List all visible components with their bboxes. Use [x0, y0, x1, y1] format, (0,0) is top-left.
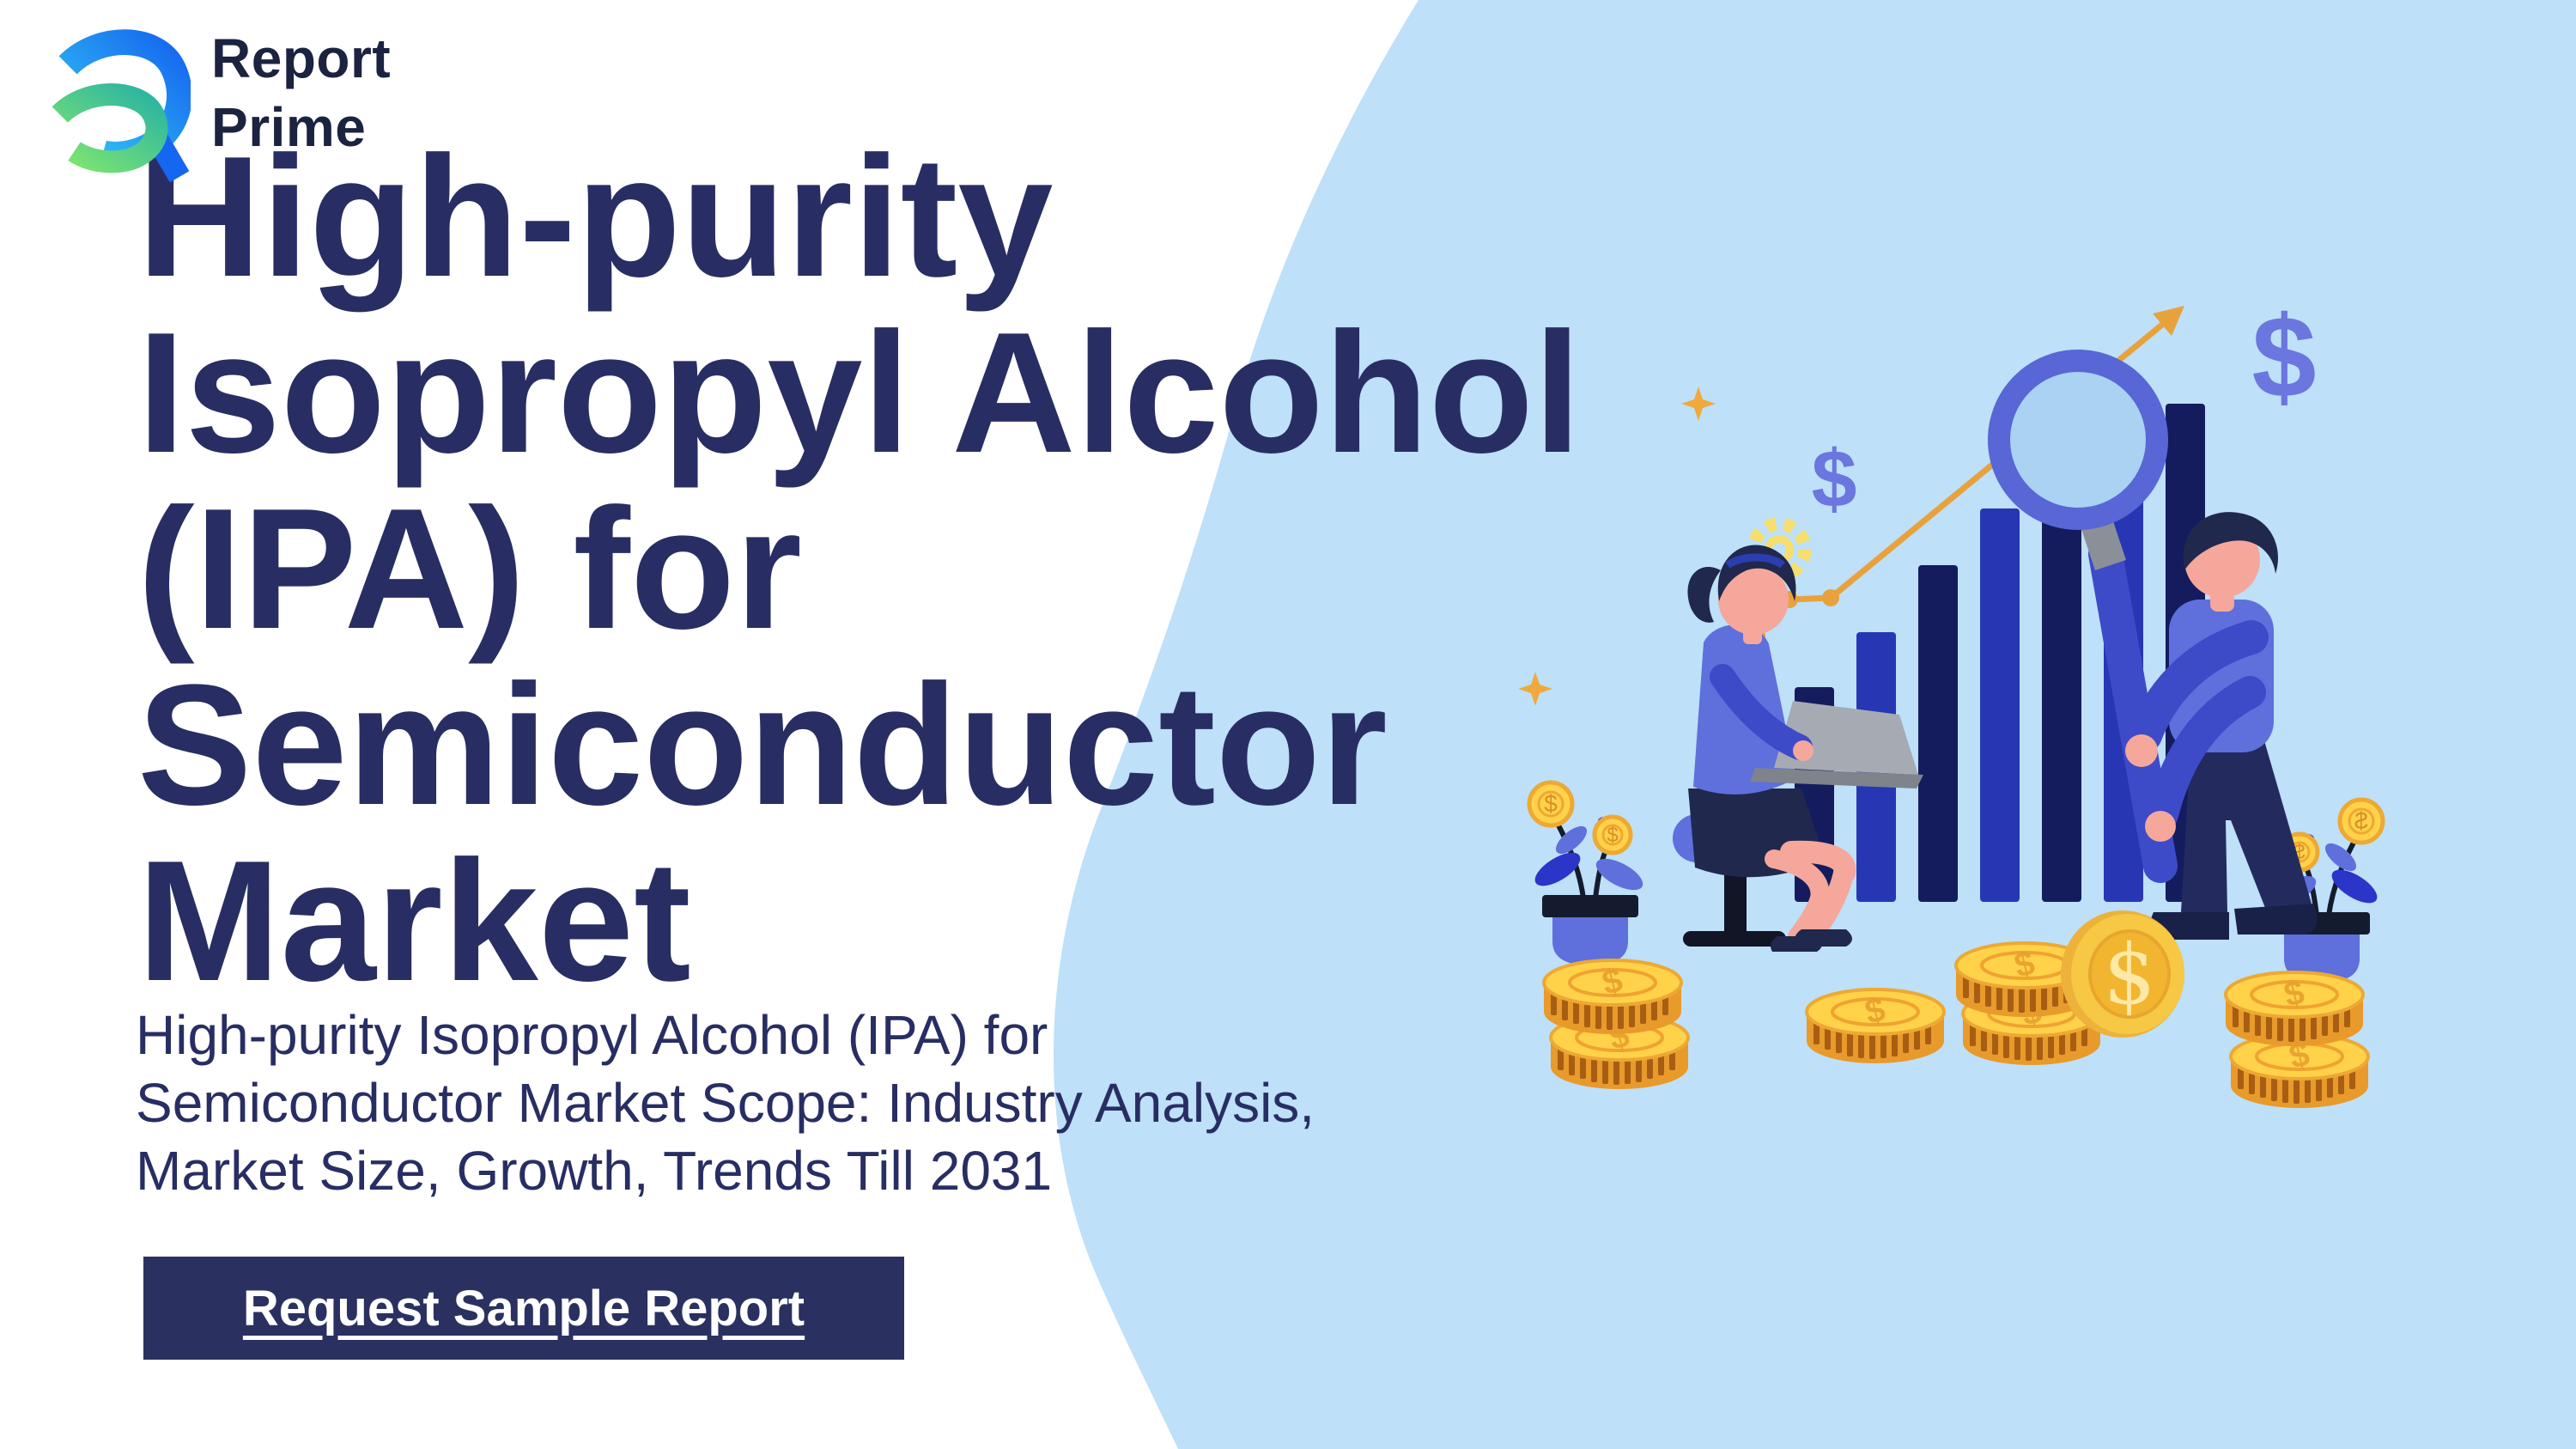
title-line: Isopropyl Alcohol	[137, 297, 1582, 489]
subtitle: High-purity Isopropyl Alcohol (IPA) for …	[136, 1002, 1315, 1205]
title-line: Semiconductor	[137, 649, 1388, 841]
analyst-man	[2125, 512, 2318, 940]
brand-name-line2: Prime	[211, 96, 367, 158]
coin-stack: $	[1542, 910, 2370, 1110]
title-line: Market	[137, 825, 691, 1017]
subtitle-line: Market Size, Growth, Trends Till 2031	[136, 1140, 1053, 1202]
title-line: High-purity	[137, 121, 1054, 313]
logo-icon	[52, 29, 191, 183]
dollar-icon: $	[2251, 292, 2316, 422]
subtitle-line: High-purity Isopropyl Alcohol (IPA) for	[136, 1004, 1048, 1066]
request-sample-report-button[interactable]: Request Sample Report	[143, 1257, 904, 1360]
dollar-icon: $	[1812, 434, 1857, 525]
page-title: High-purity Isopropyl Alcohol (IPA) for …	[137, 129, 1582, 1009]
analyst-woman	[1673, 545, 1923, 952]
request-sample-report-label: Request Sample Report	[242, 1280, 805, 1336]
title-line: (IPA) for	[137, 473, 802, 665]
subtitle-line: Semiconductor Market Scope: Industry Ana…	[136, 1072, 1315, 1134]
dollar-icon: $	[2103, 927, 2155, 1023]
brand-name-line1: Report	[211, 27, 392, 89]
brand-name: Report Prime	[211, 24, 391, 161]
big-dollar-coin: $	[2061, 910, 2184, 1038]
